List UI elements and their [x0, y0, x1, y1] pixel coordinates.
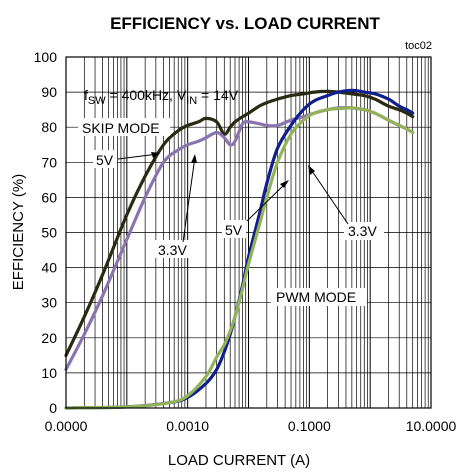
pwm-3v3-arrowhead	[308, 165, 315, 175]
x-tick-label: 0.1000	[288, 418, 331, 434]
chart-code: toc02	[405, 40, 432, 52]
y-tick-label: 40	[41, 260, 57, 276]
y-tick-label: 10	[41, 365, 57, 381]
series-line-3	[64, 88, 415, 410]
annotations: SKIP MODE 5V 3.3V 5V 3.3V PWM MODE	[78, 118, 384, 306]
series-line-4	[64, 106, 415, 410]
conditions-label: fSW = 400kHz, VIN = 14V	[84, 87, 239, 107]
y-tick-label: 90	[41, 84, 57, 100]
conditions-main: f	[84, 87, 88, 103]
pwm-mode-label: PWM MODE	[276, 289, 356, 305]
pwm-3v3-label: 3.3V	[348, 223, 377, 239]
conditions-end: = 14V	[197, 87, 239, 103]
x-axis-label: LOAD CURRENT (A)	[168, 452, 310, 469]
y-tick-label: 0	[49, 400, 57, 416]
skip-3v3-label: 3.3V	[158, 242, 187, 258]
x-tick-label: 0.0010	[166, 418, 209, 434]
pwm-5v-arrowhead	[280, 180, 289, 188]
conditions-mid: = 400kHz, V	[106, 87, 187, 103]
series-group	[64, 88, 415, 410]
skip-mode-label: SKIP MODE	[82, 120, 160, 136]
y-tick-label: 30	[41, 295, 57, 311]
plot-frame	[65, 56, 432, 409]
grid	[65, 56, 431, 409]
series-line-1	[64, 89, 415, 357]
pwm-5v-label: 5V	[225, 222, 243, 238]
conditions-main-sub: SW	[88, 95, 106, 107]
skip-3v3-arrowhead	[191, 154, 197, 163]
y-tick-label: 80	[41, 119, 57, 135]
x-tick-label: 0.0000	[45, 418, 88, 434]
skip-5v-arrowhead	[151, 152, 160, 158]
pwm-5v-arrow	[246, 182, 287, 222]
conditions-mid-sub: IN	[186, 95, 197, 107]
y-tick-label: 60	[41, 189, 57, 205]
x-tick-labels: 0.0000 0.0010 0.1000 10.0000	[45, 418, 457, 434]
skip-5v-label: 5V	[96, 152, 114, 168]
y-tick-label: 100	[34, 49, 58, 65]
pwm-3v3-arrow	[309, 167, 349, 225]
y-tick-label: 70	[41, 154, 57, 170]
x-tick-label: 10.0000	[406, 418, 457, 434]
y-tick-label: 50	[41, 225, 57, 241]
y-tick-label: 20	[41, 330, 57, 346]
skip-5v-arrow	[117, 153, 159, 160]
chart-title: EFFICIENCY vs. LOAD CURRENT	[110, 14, 380, 33]
y-tick-labels: 0 10 20 30 40 50 60 70 80 90 100	[34, 49, 58, 416]
skip-3v3-arrow	[182, 156, 196, 243]
y-axis-label: EFFICIENCY (%)	[10, 174, 27, 290]
